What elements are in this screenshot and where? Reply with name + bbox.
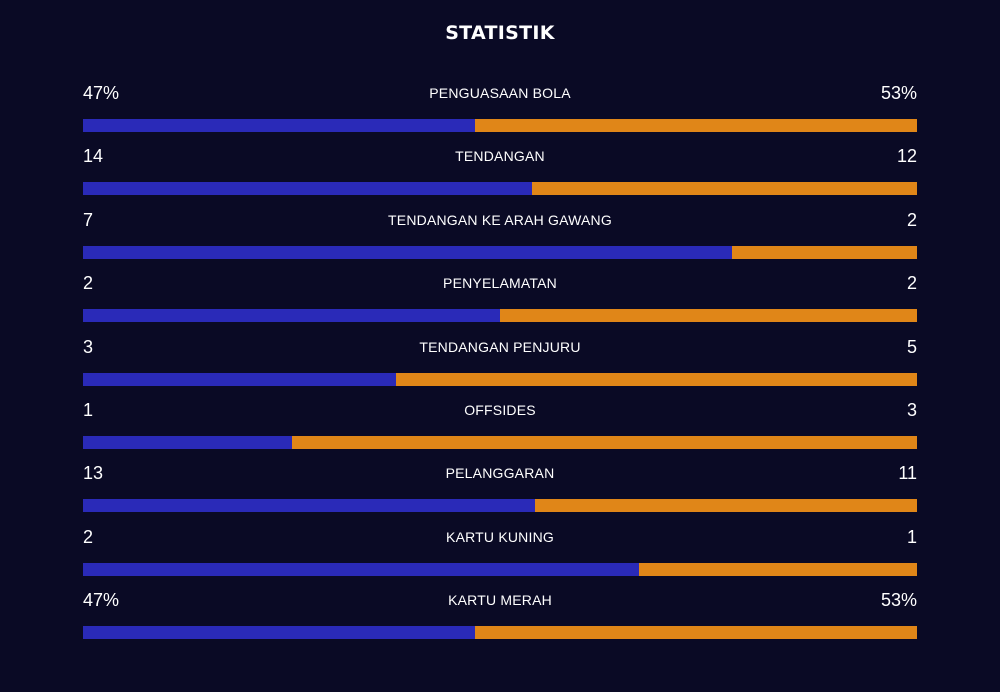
home-value: 2 xyxy=(83,273,94,294)
stat-row-tendangan-penjuru: 3 TENDANGAN PENJURU 5 xyxy=(83,336,917,399)
away-bar-segment xyxy=(532,182,917,196)
comparison-bar xyxy=(83,499,917,513)
home-value: 3 xyxy=(83,336,94,357)
home-value: 2 xyxy=(83,526,94,547)
page-title: STATISTIK xyxy=(445,22,555,44)
home-bar-segment xyxy=(83,372,396,386)
stat-row-penyelamatan: 2 PENYELAMATAN 2 xyxy=(83,272,917,335)
away-bar-segment xyxy=(534,499,917,513)
away-bar-segment xyxy=(500,309,917,323)
home-bar-segment xyxy=(83,182,533,196)
away-bar-segment xyxy=(395,372,917,386)
away-value: 5 xyxy=(906,336,917,357)
comparison-bar xyxy=(83,562,917,576)
comparison-bar xyxy=(83,245,917,259)
home-value: 1 xyxy=(83,399,94,420)
stat-row-kartu-kuning: 2 KARTU KUNING 1 xyxy=(83,526,917,589)
away-bar-segment xyxy=(474,626,917,640)
home-value: 47% xyxy=(83,83,120,103)
comparison-bar xyxy=(83,182,917,196)
home-value: 14 xyxy=(83,146,104,167)
away-value: 12 xyxy=(896,146,917,167)
away-value: 53% xyxy=(880,590,917,611)
stat-label: TENDANGAN KE ARAH GAWANG xyxy=(388,211,612,228)
stat-row-penguasaan-bola: 47% PENGUASAAN BOLA 53% xyxy=(83,82,917,145)
home-bar-segment xyxy=(83,245,732,259)
away-value: 53% xyxy=(880,83,917,103)
away-bar-segment xyxy=(639,562,917,576)
stat-label: KARTU KUNING xyxy=(446,528,554,545)
comparison-bar xyxy=(83,309,917,323)
away-bar-segment xyxy=(731,245,917,259)
comparison-bar xyxy=(83,119,917,132)
home-value: 7 xyxy=(83,209,94,230)
stat-row-offsides: 1 OFFSIDES 3 xyxy=(83,399,917,462)
stat-row-kartu-merah: 47% KARTU MERAH 53% xyxy=(83,589,917,652)
stat-label: TENDANGAN PENJURU xyxy=(419,338,581,355)
stat-label: PENYELAMATAN xyxy=(443,275,557,292)
away-bar-segment xyxy=(291,435,917,449)
away-value: 1 xyxy=(906,526,917,547)
home-bar-segment xyxy=(83,499,535,513)
stat-label: TENDANGAN xyxy=(455,148,545,165)
away-value: 2 xyxy=(906,273,917,294)
stat-label: KARTU MERAH xyxy=(448,592,552,609)
home-value: 47% xyxy=(83,590,120,611)
stat-label: PENGUASAAN BOLA xyxy=(429,85,571,101)
stat-label: OFFSIDES xyxy=(464,401,536,418)
home-bar-segment xyxy=(83,626,475,640)
stats-list: 47% PENGUASAAN BOLA 53% 14 TENDANGAN 12 … xyxy=(83,82,917,653)
away-value: 2 xyxy=(906,209,917,230)
home-value: 13 xyxy=(83,463,104,484)
home-bar-segment xyxy=(83,435,292,449)
stat-row-pelanggaran: 13 PELANGGARAN 11 xyxy=(83,462,917,525)
home-bar-segment xyxy=(83,119,475,132)
comparison-bar xyxy=(83,372,917,386)
comparison-bar xyxy=(83,435,917,449)
home-bar-segment xyxy=(83,562,640,576)
stat-label: PELANGGARAN xyxy=(445,465,555,482)
stat-row-tendangan: 14 TENDANGAN 12 xyxy=(83,145,917,208)
away-value: 11 xyxy=(898,463,917,484)
away-value: 3 xyxy=(906,399,917,420)
away-bar-segment xyxy=(474,119,917,132)
stat-row-tendangan-ke-arah-gawang: 7 TENDANGAN KE ARAH GAWANG 2 xyxy=(83,209,917,272)
home-bar-segment xyxy=(83,309,500,323)
comparison-bar xyxy=(83,626,917,640)
